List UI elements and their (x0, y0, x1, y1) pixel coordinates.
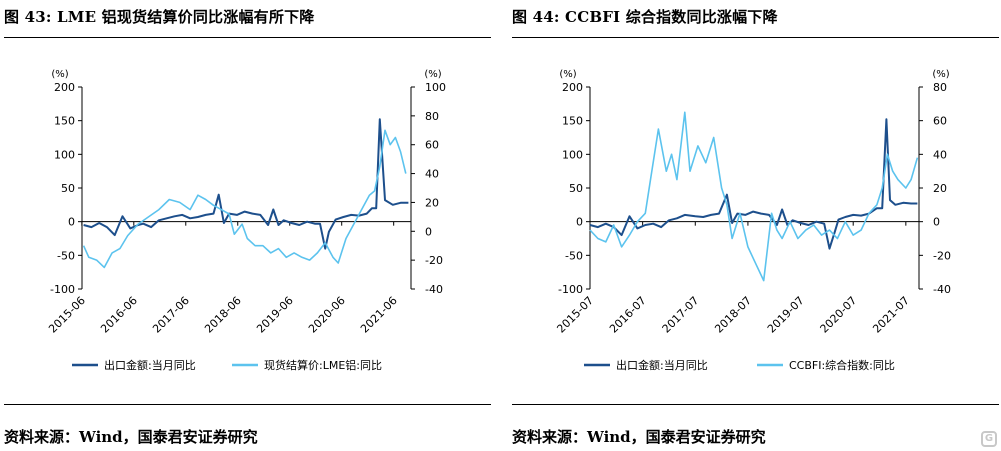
y-tick-label-right: 20 (425, 196, 439, 209)
y-unit-left: (%) (559, 69, 576, 80)
y-tick-label-left: -50 (565, 249, 583, 262)
source-rule (4, 404, 491, 405)
y-tick-label-left: 200 (54, 81, 75, 94)
x-tick-label: 2016-07 (607, 294, 649, 336)
series-line-price-yoy (589, 111, 919, 282)
x-tick-label: 2017-06 (150, 294, 192, 336)
watermark-logo-icon: G (981, 431, 997, 447)
series-line-price-yoy (82, 129, 407, 269)
y-tick-label-left: -100 (50, 283, 75, 296)
legend-label: CCBFI:综合指数:同比 (789, 358, 895, 372)
x-tick-label: 2016-06 (98, 294, 140, 336)
y-tick-label-left: 100 (54, 148, 75, 161)
x-tick-label: 2018-06 (202, 294, 244, 336)
watermark: G (981, 431, 997, 447)
chart-lme-aluminum: (%) (%)200150100500-50-100100806040200-20… (46, 69, 446, 372)
series-line-export-yoy (589, 118, 918, 250)
y-tick-label-left: 150 (562, 115, 583, 128)
x-tick-label: 2017-07 (660, 294, 702, 336)
y-tick-label-right: -20 (425, 254, 443, 267)
y-unit-right: (%) (932, 69, 949, 80)
x-tick-label: 2020-07 (818, 294, 860, 336)
x-tick-label: 2019-07 (765, 294, 807, 336)
y-tick-label-left: 100 (562, 148, 583, 161)
y-tick-label-left: 50 (61, 182, 75, 195)
y-tick-label-right: -40 (933, 283, 951, 296)
y-tick-label-left: 200 (562, 81, 583, 94)
chart-title: 图 44: CCBFI 综合指数同比涨幅下降 (512, 8, 778, 26)
x-tick-label: 2021-07 (870, 294, 912, 336)
panel-figure-43: 图 43: LME 铝现货结算价同比涨幅有所下降 (%) (%) 200 150 100… (4, 0, 491, 451)
y-tick-label-right: 40 (933, 148, 947, 161)
chart-ccbfi: (%) (%)200150100500-50-100806040200-20-40… (554, 69, 951, 372)
panel-figure-44: 图 44: CCBFI 综合指数同比涨幅下降 (%) (%) 200 150 100 50… (512, 0, 999, 451)
y-tick-label-right: -40 (425, 283, 443, 296)
y-tick-label-right: 80 (933, 81, 947, 94)
legend-label: 出口金额:当月同比 (104, 358, 196, 372)
x-tick-label: 2015-06 (46, 294, 88, 336)
legend-label: 现货结算价:LME铝:同比 (264, 358, 382, 372)
chart-title: 图 43: LME 铝现货结算价同比涨幅有所下降 (4, 8, 315, 26)
y-tick-label-left: -50 (57, 249, 75, 262)
y-tick-label-left: 0 (576, 216, 583, 229)
y-tick-label-right: 60 (933, 115, 947, 128)
y-unit-right: (%) (424, 69, 441, 80)
y-tick-label-right: 60 (425, 139, 439, 152)
y-tick-label-left: 0 (68, 216, 75, 229)
x-tick-label: 2019-06 (254, 294, 296, 336)
x-tick-label: 2021-06 (358, 294, 400, 336)
y-unit-left: (%) (51, 69, 68, 80)
legend-label: 出口金额:当月同比 (616, 358, 708, 372)
title-rule (4, 37, 491, 38)
y-tick-label-right: 80 (425, 110, 439, 123)
source-note: 资料来源：Wind，国泰君安证券研究 (4, 428, 258, 446)
source-note: 资料来源：Wind，国泰君安证券研究 (512, 428, 766, 446)
y-tick-label-right: -20 (933, 249, 951, 262)
y-tick-label-right: 0 (425, 225, 432, 238)
source-rule (512, 404, 999, 405)
x-tick-label: 2018-07 (712, 294, 754, 336)
y-tick-label-right: 40 (425, 168, 439, 181)
x-tick-label: 2020-06 (306, 294, 348, 336)
y-tick-label-right: 100 (425, 81, 446, 94)
y-tick-label-left: 150 (54, 115, 75, 128)
x-tick-label: 2015-07 (554, 294, 596, 336)
title-rule (512, 37, 999, 38)
series-line-export-yoy (83, 118, 409, 250)
y-tick-label-left: -100 (558, 283, 583, 296)
y-tick-label-right: 0 (933, 216, 940, 229)
y-tick-label-left: 50 (569, 182, 583, 195)
y-tick-label-right: 20 (933, 182, 947, 195)
